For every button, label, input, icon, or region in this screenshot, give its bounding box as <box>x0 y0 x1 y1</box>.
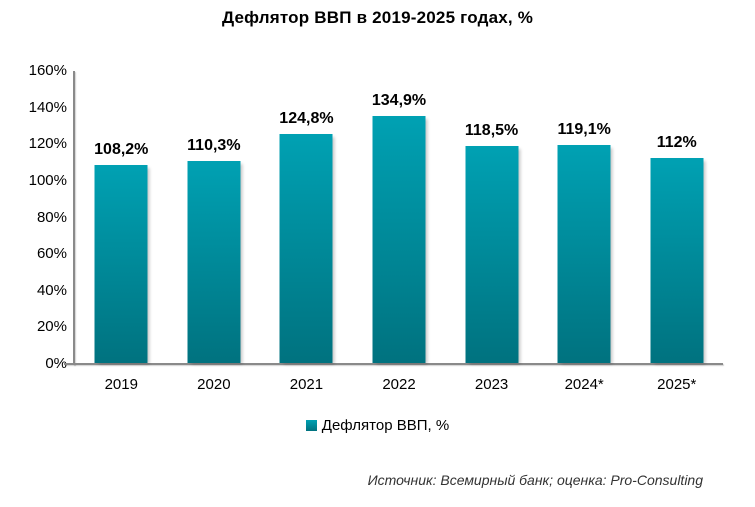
bar-slot-2023: 118,5% 2023 <box>445 70 538 393</box>
x-axis-label: 2020 <box>197 376 231 393</box>
y-tick-label: 80% <box>36 208 67 226</box>
bar-2024* <box>557 145 611 363</box>
legend-label: Дефлятор ВВП, % <box>321 417 450 434</box>
bar-2023 <box>465 146 519 363</box>
bar-value-label: 119,1% <box>557 121 611 138</box>
x-axis-label: 2025* <box>657 376 697 393</box>
bar-slot-2021: 124,8% 2021 <box>260 70 353 393</box>
y-tick-label: 0% <box>45 355 67 372</box>
bar-value-label: 134,9% <box>371 92 427 109</box>
bar-2020 <box>187 161 241 363</box>
x-axis-label: 2022 <box>382 376 416 393</box>
x-axis-line <box>64 363 723 365</box>
x-axis-label: 2019 <box>104 376 138 393</box>
bar-2021 <box>279 134 333 363</box>
bar-value-label: 124,8% <box>279 110 334 127</box>
x-axis-label: 2024* <box>564 376 604 393</box>
bar-2019 <box>94 165 148 363</box>
y-tick-label: 40% <box>36 281 67 299</box>
bar-slot-2024*: 119,1% 2024* <box>538 70 631 393</box>
chart-title: Дефлятор ВВП в 2019-2025 годах, % <box>221 8 534 27</box>
bar-slot-2025*: 112% 2025* <box>630 70 723 393</box>
bar-2025* <box>650 158 704 363</box>
bar-value-label: 118,5% <box>464 122 519 139</box>
y-tick-label: 140% <box>28 98 67 116</box>
y-tick-label: 60% <box>36 245 67 263</box>
bar-slot-2020: 110,3% 2020 <box>168 70 261 393</box>
y-tick-label: 100% <box>28 171 67 189</box>
bar-slot-2022: 134,9% 2022 <box>353 70 446 393</box>
bar-2022 <box>372 116 426 363</box>
y-tick-label: 120% <box>28 135 67 153</box>
bar-slot-2019: 108,2% 2019 <box>75 70 168 393</box>
x-axis-label: 2021 <box>289 376 324 393</box>
bar-value-label: 110,3% <box>187 137 241 154</box>
y-axis-tick-labels: 0% 20% 40% 60% 80% 100% 120% 140% 160% <box>0 0 67 507</box>
y-tick-label: 20% <box>36 318 67 336</box>
bar-value-label: 108,2% <box>94 141 149 158</box>
y-axis-line <box>73 71 75 365</box>
legend-swatch-icon <box>305 420 317 431</box>
legend: Дефлятор ВВП, % <box>0 417 755 434</box>
x-axis-label: 2023 <box>474 376 509 393</box>
plot-area: 108,2% 2019 110,3% 2020 124,8% 2021 134,9% 2022… <box>75 70 723 393</box>
bars-row: 108,2% 2019 110,3% 2020 124,8% 2021 134,9% 2022… <box>75 70 723 393</box>
y-tick-label: 160% <box>28 62 67 79</box>
bar-value-label: 112% <box>656 134 697 151</box>
source-note: Источник: Всемирный банк; оценка: Pro-Co… <box>367 472 703 488</box>
